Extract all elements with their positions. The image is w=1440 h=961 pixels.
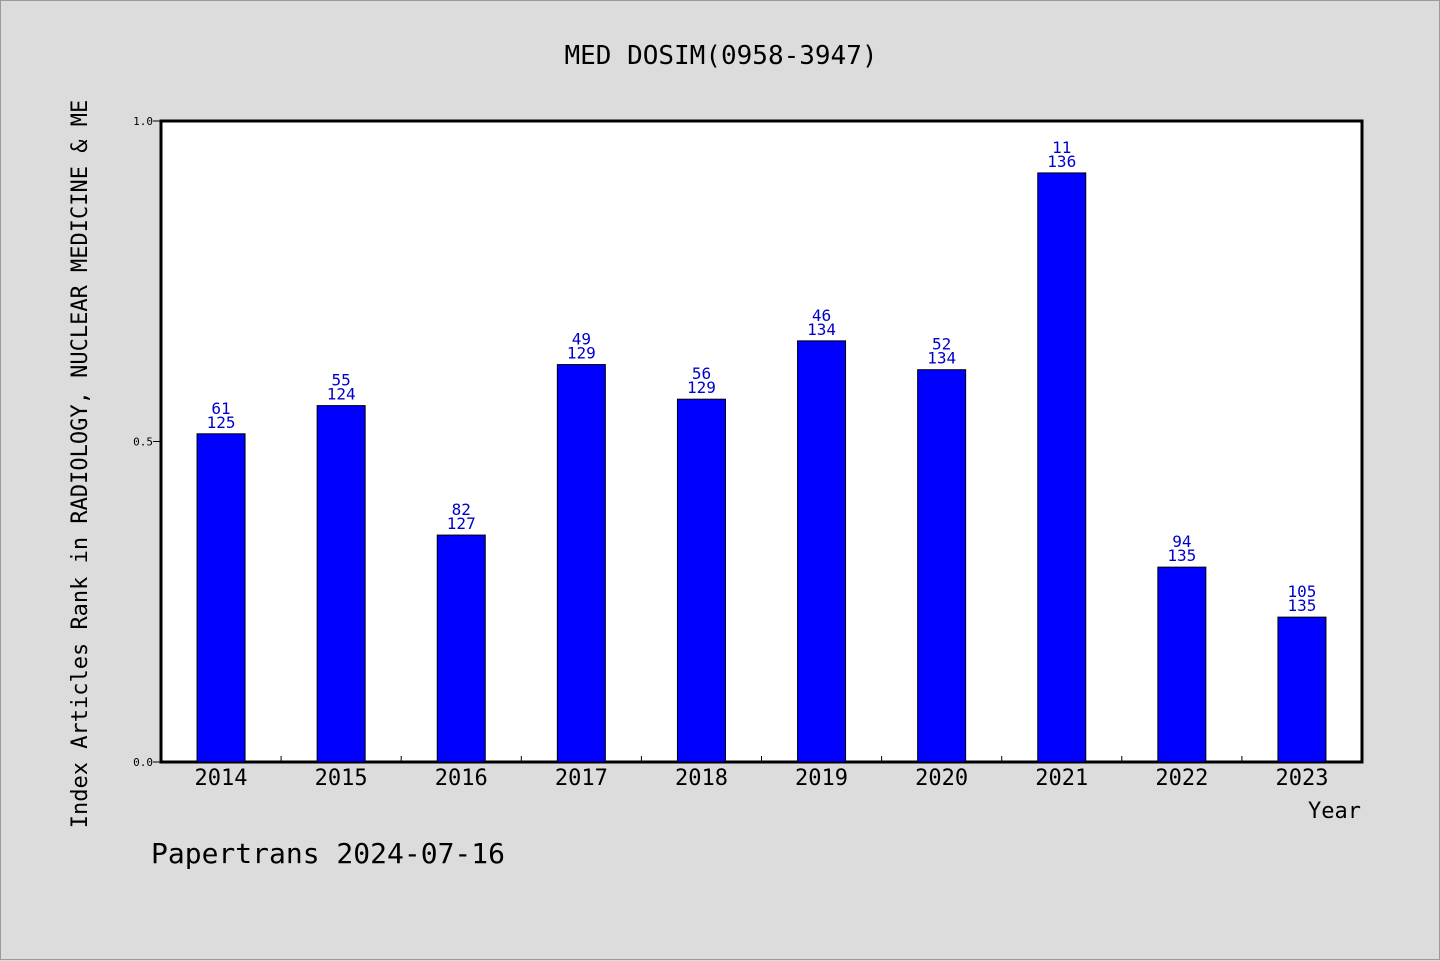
bar-total-label: 136	[1047, 152, 1076, 171]
bar-total-label: 135	[1167, 546, 1196, 565]
x-ticks: 2014 2015 2016 2017 2018 2019 2020 2021 2022 2023	[195, 756, 1328, 791]
x-tick-label: 2018	[675, 766, 728, 791]
x-tick-label: 2015	[315, 766, 368, 791]
bar-total-label: 125	[207, 413, 236, 432]
x-tick-label: 2019	[795, 766, 848, 791]
bar-rank-label: 49	[572, 330, 591, 349]
x-tick-label: 2014	[195, 766, 248, 791]
x-axis-label: Year	[1308, 799, 1361, 824]
bar-2020	[917, 369, 967, 763]
bar-total-label: 129	[567, 344, 596, 363]
x-tick-label: 2016	[435, 766, 488, 791]
bar-2023	[1277, 616, 1327, 763]
chart-title: MED DOSIM(0958-3947)	[564, 41, 877, 71]
bar-2021	[1037, 172, 1087, 763]
bar-2014	[196, 433, 246, 763]
bar-rank-label: 56	[692, 364, 711, 383]
bar-rank-label: 94	[1172, 532, 1191, 551]
y-tick-label: 1.0	[133, 115, 153, 128]
bar-total-label: 135	[1287, 596, 1316, 615]
bars	[196, 172, 1327, 763]
bar-rank-label: 82	[452, 500, 471, 519]
y-tick-label: 0.0	[133, 756, 153, 769]
x-tick-label: 2020	[915, 766, 968, 791]
bar-2016	[436, 534, 486, 763]
x-tick-label: 2022	[1155, 766, 1208, 791]
y-ticks: 0.0 0.5 1.0	[133, 115, 161, 769]
bar-2015	[316, 405, 366, 763]
bar-rank-label: 61	[211, 399, 230, 418]
footer-text: Papertrans 2024-07-16	[151, 837, 505, 870]
y-tick-label: 0.5	[133, 436, 153, 449]
plot-area: 0.00.51.0 2014 2015 2016 2017 2018 2019 2020 20…	[133, 115, 1364, 791]
bar-total-label: 127	[447, 514, 476, 533]
bar-2022	[1157, 566, 1207, 763]
bar-rank-label: 55	[332, 371, 351, 390]
bar-total-label: 124	[327, 385, 356, 404]
bar-rank-label: 52	[932, 335, 951, 354]
bar-rank-label: 105	[1287, 582, 1316, 601]
data-labels: 6112555124821274912956129461345213411136…	[207, 138, 1317, 615]
bar-2018	[676, 398, 726, 763]
bar-total-label: 134	[807, 320, 836, 339]
bar-total-label: 129	[687, 378, 716, 397]
bar-2019	[797, 340, 847, 763]
bar-rank-label: 46	[812, 306, 831, 325]
x-tick-label: 2023	[1275, 766, 1328, 791]
x-tick-label: 2021	[1035, 766, 1088, 791]
bar-2017	[556, 364, 606, 763]
x-tick-label: 2017	[555, 766, 608, 791]
bar-rank-label: 11	[1052, 138, 1071, 157]
y-axis-label: Index Articles Rank in RADIOLOGY, NUCLEA…	[68, 100, 93, 828]
bar-total-label: 134	[927, 349, 956, 368]
